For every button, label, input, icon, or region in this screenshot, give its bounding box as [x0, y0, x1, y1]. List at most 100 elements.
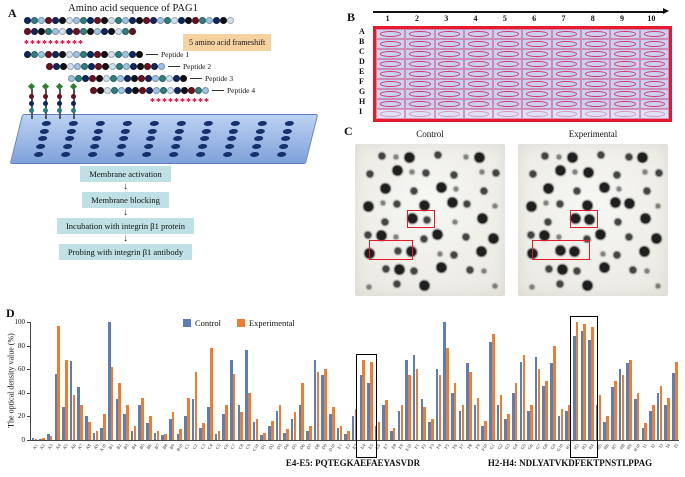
amino-acid-bead	[195, 87, 202, 94]
plate-cell	[405, 49, 435, 59]
plate-cell	[493, 69, 523, 79]
bar	[336, 428, 340, 440]
bar	[194, 371, 198, 440]
peptide-connector-line	[146, 54, 158, 55]
bar	[245, 350, 248, 440]
x-tick-label: C10	[251, 443, 260, 453]
plate-column-labels: 1 2 3 4 5 6 7 8 9 10	[373, 14, 666, 23]
membrane-dot	[197, 144, 208, 150]
bar	[329, 414, 332, 440]
bar	[87, 422, 91, 440]
membrane-dot	[257, 121, 268, 127]
plate-cell	[610, 39, 640, 49]
amino-acid-bead	[24, 51, 31, 58]
plate-cell	[610, 69, 640, 79]
blot-spot	[625, 153, 632, 160]
membrane-dot	[62, 144, 73, 150]
bar	[466, 363, 469, 440]
membrane-dot	[168, 151, 179, 157]
x-tick-label: G1	[488, 443, 496, 451]
bar	[527, 410, 530, 440]
blot-spot	[558, 265, 567, 274]
y-tick-label: 0	[21, 436, 26, 444]
plate-spot	[555, 80, 578, 88]
chain-bead	[57, 94, 62, 99]
bar	[674, 362, 678, 440]
bar	[57, 325, 61, 440]
blot-spot	[556, 166, 565, 175]
blot-spot	[405, 153, 414, 162]
plate-cell	[493, 39, 523, 49]
plate-cell	[376, 79, 406, 89]
amino-acid-bead	[213, 17, 220, 24]
amino-acid-bead	[96, 75, 103, 82]
plate-spot	[614, 100, 636, 108]
plate-spot	[643, 100, 666, 108]
peptide-label: Peptide 4	[227, 86, 256, 95]
membrane-dot	[255, 128, 266, 134]
x-tick-label: C1	[183, 443, 191, 451]
plate-cell	[581, 39, 611, 49]
plate-spot	[497, 70, 519, 78]
bar	[453, 383, 457, 440]
blot-spot	[437, 263, 446, 272]
plate-spot	[467, 50, 490, 58]
bar	[405, 359, 408, 440]
bar	[415, 369, 419, 440]
plate-cell	[581, 99, 611, 109]
amino-acid-bead	[116, 63, 123, 70]
amino-acid-bead	[45, 17, 52, 24]
bar	[225, 404, 228, 440]
plate-cell	[434, 69, 464, 79]
plate-cell	[610, 59, 640, 69]
blot-spot	[492, 283, 497, 288]
plate-spot	[555, 110, 578, 118]
amino-acid-bead	[59, 51, 66, 58]
bar	[530, 404, 533, 440]
x-tick-label: A1	[31, 443, 39, 451]
plate-spot	[379, 70, 402, 78]
amino-acid-bead	[31, 51, 38, 58]
plate-spot	[643, 30, 666, 38]
amino-acid-bead	[104, 87, 111, 94]
plate-spot	[409, 100, 431, 108]
x-tick-label: C7	[229, 443, 237, 451]
plate-row-label: C	[359, 46, 365, 56]
x-tick-label: B8	[161, 443, 169, 451]
amino-acid-bead	[75, 75, 82, 82]
plate-row-label: H	[359, 96, 366, 106]
membrane-dot	[95, 121, 106, 127]
plate-cell	[463, 79, 494, 89]
bar	[85, 416, 88, 440]
plate-spot	[467, 110, 490, 118]
blot-spot	[572, 169, 577, 174]
y-axis-label: The optical density value (%)	[6, 333, 16, 428]
bar	[400, 404, 404, 440]
amino-acid-bead	[101, 28, 108, 35]
amino-acid-bead	[144, 63, 151, 70]
bar	[667, 397, 670, 440]
workflow-flowchart: Membrane activation ↓ Membrane blocking …	[18, 166, 233, 260]
bar	[450, 392, 454, 440]
blot-highlight-box	[570, 210, 598, 228]
blot-spot	[529, 284, 534, 289]
plate-column-label: 2	[414, 14, 419, 23]
membrane-dot	[64, 136, 75, 142]
bar	[545, 381, 548, 440]
bar	[324, 369, 327, 440]
plate-spot	[497, 100, 519, 108]
x-tick-label: H10	[632, 443, 641, 453]
plate-column-label: 3	[444, 14, 449, 23]
plate-cell	[493, 29, 523, 39]
plate-cell	[551, 99, 582, 109]
amino-acid-bead	[38, 28, 45, 35]
y-tick-label: 60	[18, 365, 25, 374]
membrane-dot	[253, 136, 264, 142]
plate-cell	[522, 69, 552, 79]
amino-acid-bead	[151, 63, 158, 70]
blot-spot	[381, 184, 390, 193]
bar	[95, 430, 99, 440]
amino-acid-bead	[122, 51, 129, 58]
plate-spot	[526, 40, 548, 48]
